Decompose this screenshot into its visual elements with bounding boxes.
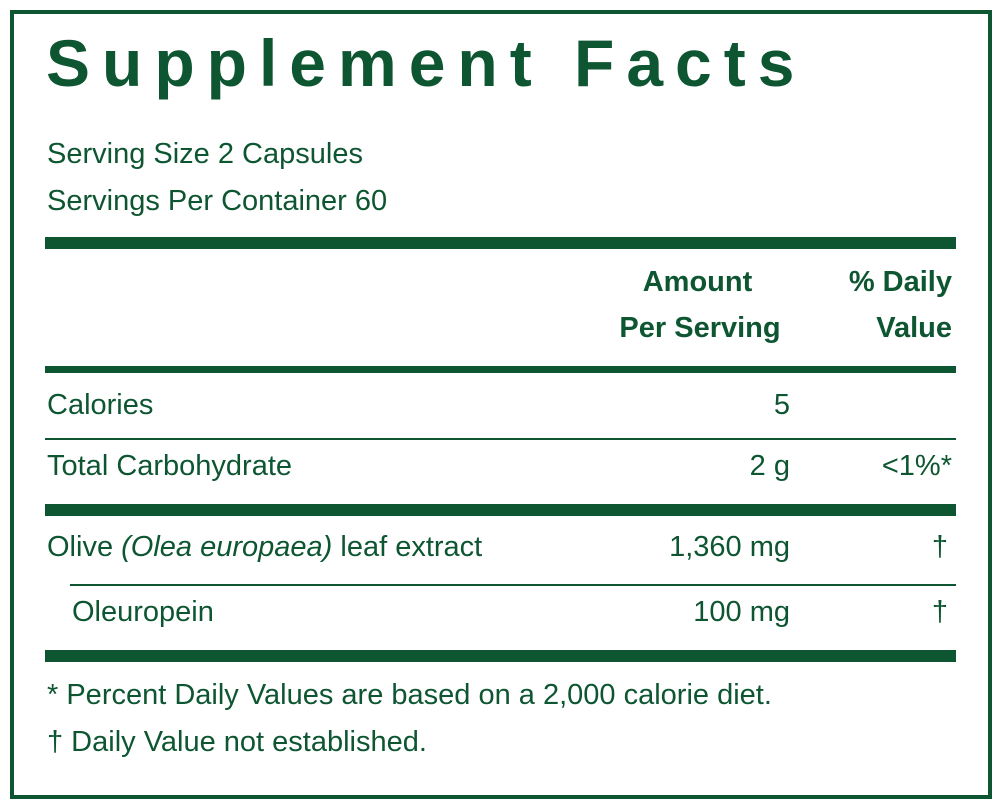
- footnote: † Daily Value not established.: [47, 726, 427, 758]
- thick-rule: [45, 504, 956, 516]
- row-daily-value: †: [931, 531, 948, 563]
- name-part: leaf extract: [332, 531, 483, 563]
- row-amount: 1,360 mg: [669, 531, 790, 563]
- row-amount: 5: [773, 389, 790, 421]
- thick-rule: [45, 237, 956, 249]
- row-name: Olive (Olea europaea) leaf extract: [47, 533, 482, 562]
- row-amount: 2 g: [749, 450, 790, 482]
- medium-rule: [45, 366, 956, 373]
- thin-rule: [70, 584, 956, 586]
- thick-rule: [45, 650, 956, 662]
- row-daily-value: <1%*: [881, 450, 952, 482]
- thin-rule: [45, 438, 956, 440]
- row-name: Oleuropein: [72, 596, 214, 628]
- header-daily-value: Value: [876, 312, 952, 344]
- title: Supplement Facts: [46, 26, 807, 100]
- header-amount: Amount: [642, 266, 753, 298]
- row-amount: 100 mg: [693, 596, 790, 628]
- name-part-italic: (Olea europaea): [121, 531, 333, 563]
- name-part: Olive: [47, 531, 122, 563]
- header-amount: Per Serving: [619, 312, 781, 344]
- serving-size: Serving Size 2 Capsules: [47, 138, 363, 170]
- row-name: Total Carbohydrate: [47, 450, 293, 482]
- row-daily-value: †: [931, 596, 948, 628]
- frame: [10, 10, 992, 799]
- header-daily-value: % Daily: [848, 266, 952, 298]
- row-name: Calories: [47, 389, 154, 421]
- footnote: * Percent Daily Values are based on a 2,…: [47, 679, 772, 711]
- servings-per-container: Servings Per Container 60: [47, 185, 388, 217]
